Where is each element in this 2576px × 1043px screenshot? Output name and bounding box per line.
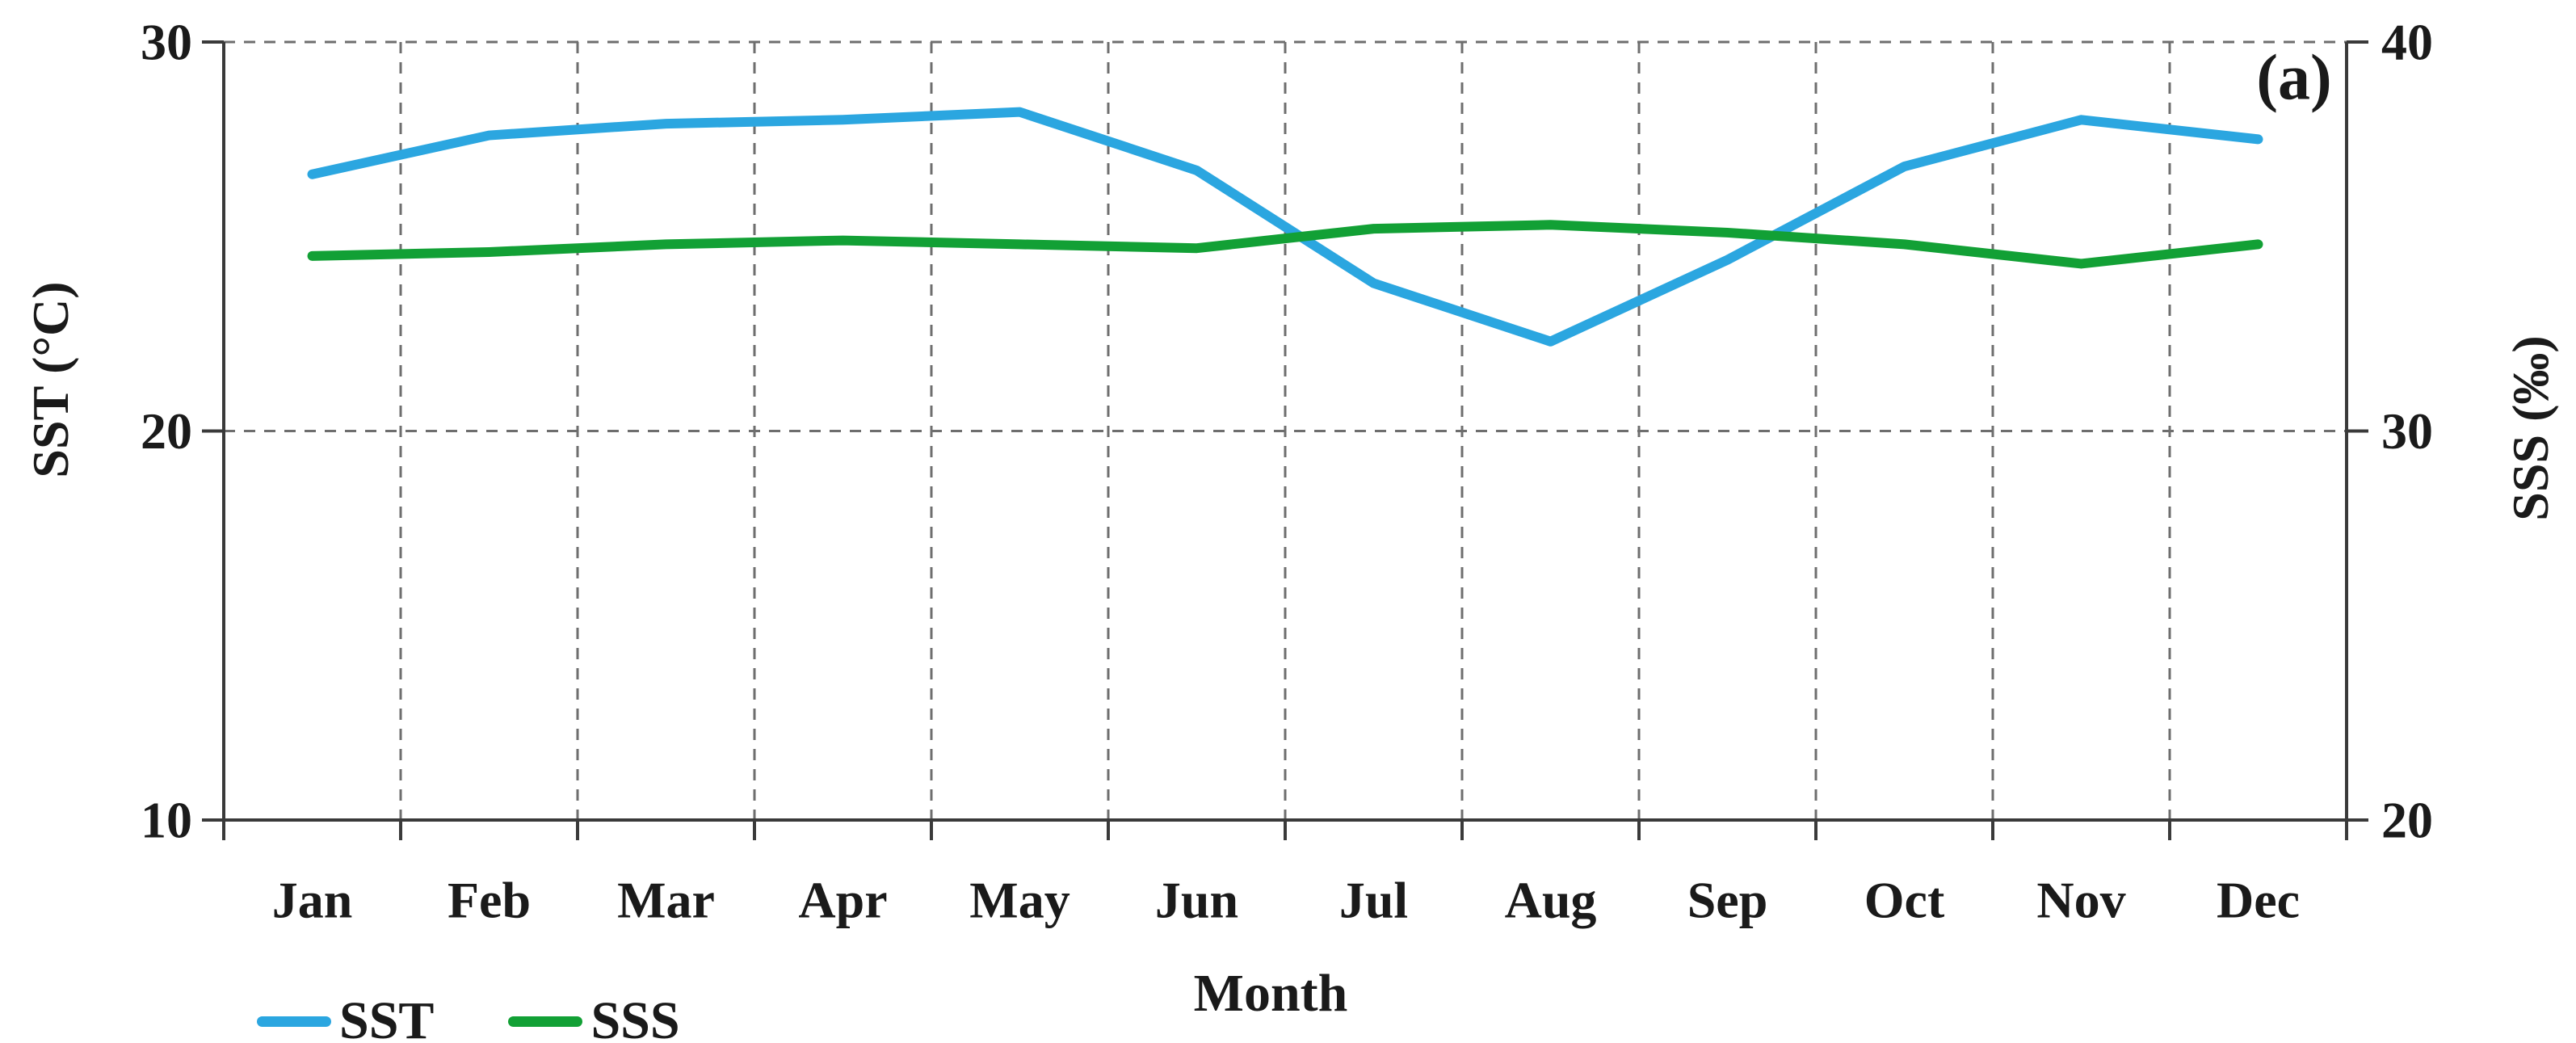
- left-axis-title: SST (°C): [22, 281, 79, 478]
- legend-item-sss: SSS: [508, 990, 680, 1043]
- month-label: Feb: [448, 872, 531, 929]
- legend-label-sss: SSS: [590, 991, 680, 1043]
- right-axis-tick-label: 20: [2381, 792, 2433, 849]
- month-label: Jun: [1155, 872, 1238, 929]
- month-label: Nov: [2036, 872, 2125, 929]
- month-label: Jan: [272, 872, 353, 929]
- legend-item-sst: SST: [257, 990, 434, 1043]
- right-axis-tick-label: 30: [2381, 402, 2433, 460]
- month-label: Aug: [1505, 872, 1597, 929]
- right-axis-title: SSS (‰): [2502, 335, 2559, 521]
- legend: SST SSS: [257, 990, 680, 1043]
- sss-line-swatch-icon: [508, 1016, 583, 1027]
- month-label: May: [969, 872, 1069, 929]
- sss-series-line: [307, 220, 2263, 269]
- month-label: Sep: [1687, 872, 1768, 929]
- right-axis-tick-label: 40: [2381, 14, 2433, 71]
- left-axis-tick-label: 30: [141, 14, 192, 71]
- month-label: Apr: [798, 872, 887, 929]
- sst-series-line: [307, 107, 2263, 347]
- month-label: Jul: [1339, 872, 1408, 929]
- left-axis-tick-label: 10: [141, 792, 192, 849]
- legend-label-sst: SST: [339, 991, 435, 1043]
- sst-line-swatch-icon: [257, 1016, 331, 1027]
- panel-label: (a): [2256, 42, 2332, 114]
- month-label: Dec: [2217, 872, 2300, 929]
- x-axis-title: Month: [1193, 964, 1348, 1023]
- month-label: Mar: [617, 872, 715, 929]
- left-axis-tick-label: 20: [141, 402, 192, 460]
- month-label: Oct: [1864, 872, 1945, 929]
